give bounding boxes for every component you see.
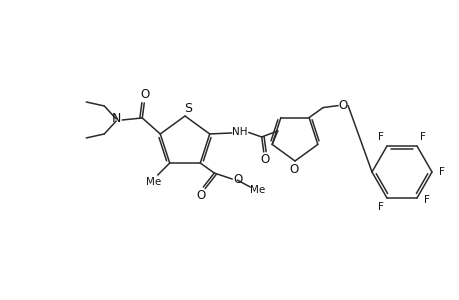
Text: O: O	[289, 163, 298, 176]
Text: O: O	[140, 88, 150, 101]
Text: N: N	[112, 112, 121, 125]
Text: O: O	[259, 154, 269, 166]
Text: NH: NH	[231, 127, 247, 137]
Text: F: F	[419, 132, 425, 142]
Text: O: O	[338, 99, 347, 112]
Text: F: F	[423, 195, 429, 205]
Text: F: F	[377, 132, 383, 142]
Text: S: S	[184, 101, 191, 115]
Text: O: O	[233, 172, 242, 185]
Text: Me: Me	[146, 177, 161, 187]
Text: O: O	[196, 188, 206, 202]
Text: Me: Me	[249, 185, 264, 195]
Text: F: F	[438, 167, 444, 177]
Text: F: F	[377, 202, 383, 212]
